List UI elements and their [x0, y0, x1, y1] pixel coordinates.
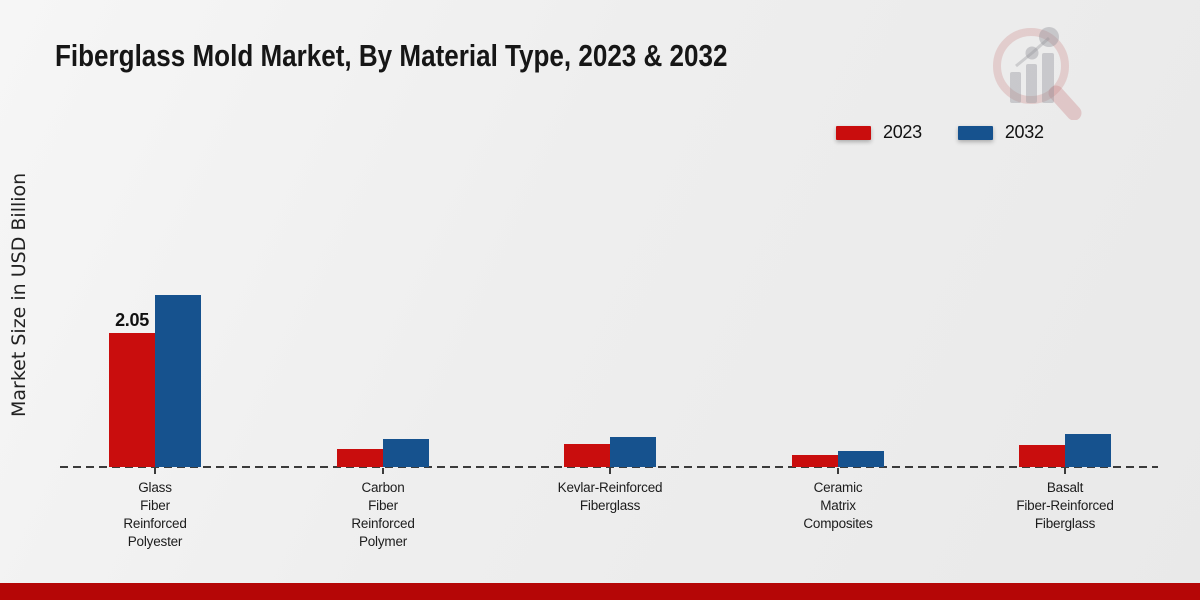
- category-label-2: Kevlar-Reinforced Fiberglass: [557, 480, 663, 513]
- bar-2032-0: [155, 295, 201, 467]
- bar-2032-2: [610, 437, 656, 467]
- bar-value-label: 2.05: [115, 310, 149, 330]
- bar-2032-4: [1065, 434, 1111, 467]
- axis-tick: [609, 468, 611, 474]
- category-label-4: Basalt Fiber-Reinforced Fiberglass: [1016, 480, 1114, 531]
- bar-2023-1: [337, 449, 383, 467]
- bar-2023-4: [1019, 445, 1065, 467]
- magnifier-chart-icon: [993, 27, 1082, 121]
- bar-2023-3: [792, 455, 838, 467]
- footer-accent-bar: [0, 583, 1200, 600]
- legend-swatch-2023: [836, 125, 871, 140]
- brand-watermark-logo: [985, 20, 1093, 125]
- axis-tick: [382, 468, 384, 474]
- bar-2023-0: [109, 333, 155, 467]
- category-label-3: Ceramic Matrix Composites: [803, 480, 873, 531]
- page-title: Fiberglass Mold Market, By Material Type…: [55, 38, 728, 73]
- axis-tick: [154, 468, 156, 474]
- legend-item-2023: 2023: [836, 122, 922, 143]
- legend-label-2023: 2023: [883, 122, 922, 142]
- legend: 2023 2032: [836, 122, 1044, 143]
- bar-2023-2: [564, 444, 610, 467]
- legend-swatch-2032: [957, 125, 993, 140]
- category-label-0: Glass Fiber Reinforced Polyester: [123, 480, 187, 549]
- x-axis-baseline: [60, 466, 1158, 468]
- bar-2032-1: [383, 439, 429, 467]
- y-axis-label: Market Size in USD Billion: [8, 172, 30, 418]
- bar-2032-3: [838, 451, 884, 467]
- legend-item-2032: 2032: [957, 122, 1044, 143]
- axis-tick: [837, 468, 839, 474]
- axis-tick: [1064, 468, 1066, 474]
- category-label-1: Carbon Fiber Reinforced Polymer: [351, 480, 415, 549]
- legend-label-2032: 2032: [1004, 122, 1044, 142]
